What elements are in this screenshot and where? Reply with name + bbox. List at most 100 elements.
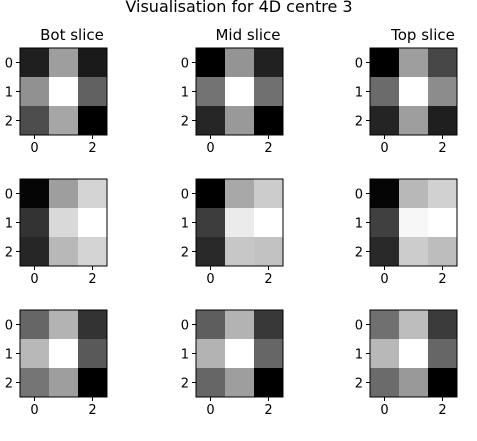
column-title-top: Top slice <box>390 26 455 44</box>
heatmap-cell <box>49 310 79 340</box>
heatmap-cell <box>78 310 108 340</box>
heatmap-cell <box>20 310 50 340</box>
heatmap-panel-r0-c0: 0 1 2 0 2 <box>5 47 108 156</box>
x-tick-label: 0 <box>30 403 38 418</box>
heatmap-cell <box>370 77 400 107</box>
heatmap-cell <box>78 106 108 136</box>
heatmap-cell <box>428 368 458 398</box>
heatmap-panel-r0-c2: 0 1 2 0 2 <box>355 47 458 156</box>
heatmap-cell <box>254 368 284 398</box>
heatmap-cell <box>20 48 50 78</box>
y-tick-label: 0 <box>5 319 13 334</box>
heatmap-cell <box>49 48 79 78</box>
heatmap-cell <box>20 208 50 238</box>
x-tick-label: 0 <box>206 403 214 418</box>
heatmap-cell <box>49 339 79 369</box>
x-tick-label: 2 <box>264 272 272 287</box>
heatmap-cell <box>225 77 255 107</box>
y-tick-label: 0 <box>5 188 13 203</box>
y-tick-label: 1 <box>5 86 13 101</box>
heatmap-cell <box>428 48 458 78</box>
heatmap-cell <box>196 77 226 107</box>
heatmap-cell <box>399 77 429 107</box>
y-tick-label: 2 <box>5 246 13 261</box>
x-tick-label: 2 <box>438 403 446 418</box>
heatmap-cell <box>370 237 400 267</box>
heatmap-cell <box>428 208 458 238</box>
heatmap-panel-r2-c0: 0 1 2 0 2 <box>5 309 108 418</box>
heatmap-cell <box>254 77 284 107</box>
y-tick-label: 0 <box>181 188 189 203</box>
y-tick-label: 1 <box>181 86 189 101</box>
heatmap-cell <box>254 208 284 238</box>
heatmap-cell <box>225 106 255 136</box>
heatmap-cell <box>370 48 400 78</box>
y-tick-label: 2 <box>355 377 363 392</box>
heatmap-cell <box>49 77 79 107</box>
y-tick-label: 0 <box>355 57 363 72</box>
heatmap-cell <box>196 106 226 136</box>
heatmap-cell <box>399 310 429 340</box>
x-tick-label: 0 <box>206 272 214 287</box>
heatmap-panel-r2-c1: 0 1 2 0 2 <box>181 309 284 418</box>
x-tick-label: 2 <box>264 403 272 418</box>
y-tick-label: 1 <box>355 86 363 101</box>
heatmap-cell <box>49 179 79 209</box>
heatmap-cell <box>370 179 400 209</box>
heatmap-cell <box>196 339 226 369</box>
heatmap-cell <box>20 106 50 136</box>
x-tick-label: 2 <box>438 141 446 156</box>
y-tick-label: 2 <box>355 246 363 261</box>
heatmap-panel-r1-c0: 0 1 2 0 2 <box>5 178 108 287</box>
heatmap-cell <box>78 77 108 107</box>
heatmap-cell <box>428 237 458 267</box>
heatmap-cell <box>196 310 226 340</box>
x-tick-label: 0 <box>30 272 38 287</box>
y-tick-label: 2 <box>5 377 13 392</box>
y-tick-label: 0 <box>181 319 189 334</box>
x-tick-label: 0 <box>380 141 388 156</box>
heatmap-cell <box>78 237 108 267</box>
heatmap-cell <box>254 237 284 267</box>
heatmap-cell <box>49 208 79 238</box>
heatmap-cell <box>399 237 429 267</box>
heatmap-panel-r1-c1: 0 1 2 0 2 <box>181 178 284 287</box>
y-tick-label: 0 <box>5 57 13 72</box>
y-tick-label: 2 <box>5 115 13 130</box>
y-tick-label: 1 <box>181 217 189 232</box>
heatmap-cell <box>399 368 429 398</box>
heatmap-cell <box>399 179 429 209</box>
y-tick-label: 2 <box>181 377 189 392</box>
y-tick-label: 0 <box>355 188 363 203</box>
heatmap-cell <box>254 310 284 340</box>
heatmap-cell <box>20 179 50 209</box>
heatmap-cell <box>78 208 108 238</box>
heatmap-cell <box>225 237 255 267</box>
x-tick-label: 2 <box>88 403 96 418</box>
y-tick-label: 2 <box>355 115 363 130</box>
heatmap-cell <box>78 368 108 398</box>
heatmap-cell <box>254 339 284 369</box>
y-tick-label: 1 <box>5 217 13 232</box>
x-tick-label: 2 <box>264 141 272 156</box>
heatmap-cell <box>49 368 79 398</box>
heatmap-cell <box>254 48 284 78</box>
y-tick-label: 1 <box>5 348 13 363</box>
heatmap-cell <box>78 339 108 369</box>
x-tick-label: 0 <box>30 141 38 156</box>
y-tick-label: 1 <box>355 348 363 363</box>
y-tick-label: 2 <box>181 246 189 261</box>
heatmap-panel-r0-c1: 0 1 2 0 2 <box>181 47 284 156</box>
heatmap-cell <box>20 368 50 398</box>
heatmap-cell <box>20 77 50 107</box>
x-tick-label: 2 <box>88 272 96 287</box>
x-tick-label: 2 <box>88 141 96 156</box>
x-tick-label: 0 <box>380 272 388 287</box>
heatmap-cell <box>370 208 400 238</box>
x-tick-label: 2 <box>438 272 446 287</box>
heatmap-cell <box>428 77 458 107</box>
heatmap-cell <box>225 208 255 238</box>
y-tick-label: 0 <box>355 319 363 334</box>
heatmap-cell <box>225 48 255 78</box>
heatmap-cell <box>78 48 108 78</box>
